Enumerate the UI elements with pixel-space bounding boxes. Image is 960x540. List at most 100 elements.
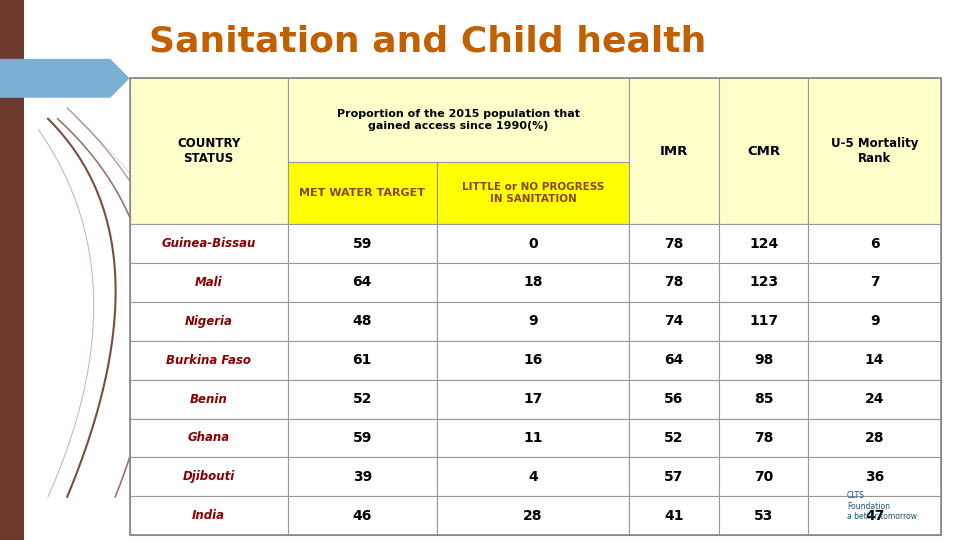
FancyBboxPatch shape — [808, 224, 941, 263]
Text: Mali: Mali — [195, 276, 223, 289]
FancyBboxPatch shape — [130, 78, 288, 224]
Text: 52: 52 — [352, 392, 372, 406]
FancyBboxPatch shape — [437, 418, 629, 457]
FancyBboxPatch shape — [808, 380, 941, 419]
FancyBboxPatch shape — [808, 457, 941, 496]
Text: 53: 53 — [754, 509, 774, 523]
Text: COUNTRY
STATUS: COUNTRY STATUS — [177, 137, 240, 165]
Text: 47: 47 — [865, 509, 884, 523]
Text: 59: 59 — [352, 237, 372, 251]
FancyBboxPatch shape — [288, 162, 437, 224]
FancyBboxPatch shape — [719, 457, 808, 496]
Text: 4: 4 — [528, 470, 538, 484]
Text: 28: 28 — [523, 509, 542, 523]
Text: 24: 24 — [865, 392, 884, 406]
Text: 124: 124 — [749, 237, 779, 251]
Text: 0: 0 — [528, 237, 538, 251]
Text: 9: 9 — [528, 314, 538, 328]
FancyBboxPatch shape — [808, 341, 941, 380]
FancyBboxPatch shape — [130, 380, 288, 419]
FancyBboxPatch shape — [719, 78, 808, 224]
Text: 28: 28 — [865, 431, 884, 445]
FancyBboxPatch shape — [629, 418, 719, 457]
FancyBboxPatch shape — [130, 457, 288, 496]
Text: 7: 7 — [870, 275, 879, 289]
FancyBboxPatch shape — [288, 418, 437, 457]
FancyBboxPatch shape — [437, 263, 629, 302]
Text: MET WATER TARGET: MET WATER TARGET — [300, 188, 425, 198]
Text: Proportion of the 2015 population that
gained access since 1990(%): Proportion of the 2015 population that g… — [337, 109, 580, 131]
Text: 46: 46 — [352, 509, 372, 523]
Text: Benin: Benin — [190, 393, 228, 406]
FancyBboxPatch shape — [719, 418, 808, 457]
Text: 6: 6 — [870, 237, 879, 251]
Text: India: India — [192, 509, 225, 522]
Text: Ghana: Ghana — [187, 431, 229, 444]
Text: U-5 Mortality
Rank: U-5 Mortality Rank — [831, 137, 919, 165]
Text: 9: 9 — [870, 314, 879, 328]
Text: 36: 36 — [865, 470, 884, 484]
FancyBboxPatch shape — [130, 302, 288, 341]
FancyBboxPatch shape — [130, 496, 288, 535]
FancyBboxPatch shape — [808, 302, 941, 341]
FancyBboxPatch shape — [437, 457, 629, 496]
FancyBboxPatch shape — [808, 78, 941, 224]
FancyBboxPatch shape — [629, 457, 719, 496]
FancyBboxPatch shape — [629, 380, 719, 419]
Text: 78: 78 — [664, 275, 684, 289]
FancyBboxPatch shape — [808, 418, 941, 457]
Text: 17: 17 — [523, 392, 542, 406]
FancyBboxPatch shape — [808, 263, 941, 302]
FancyBboxPatch shape — [437, 302, 629, 341]
Text: LITTLE or NO PROGRESS
IN SANITATION: LITTLE or NO PROGRESS IN SANITATION — [462, 183, 604, 204]
FancyBboxPatch shape — [719, 496, 808, 535]
Text: 78: 78 — [754, 431, 774, 445]
FancyBboxPatch shape — [719, 302, 808, 341]
FancyBboxPatch shape — [130, 263, 288, 302]
FancyBboxPatch shape — [808, 496, 941, 535]
Text: 85: 85 — [754, 392, 774, 406]
FancyBboxPatch shape — [288, 263, 437, 302]
FancyBboxPatch shape — [719, 263, 808, 302]
Text: CMR: CMR — [747, 145, 780, 158]
FancyBboxPatch shape — [288, 380, 437, 419]
FancyBboxPatch shape — [288, 341, 437, 380]
Text: 78: 78 — [664, 237, 684, 251]
FancyBboxPatch shape — [288, 224, 437, 263]
FancyBboxPatch shape — [437, 496, 629, 535]
FancyBboxPatch shape — [0, 0, 24, 540]
Polygon shape — [0, 59, 130, 98]
Text: IMR: IMR — [660, 145, 688, 158]
Text: Sanitation and Child health: Sanitation and Child health — [149, 24, 707, 58]
FancyBboxPatch shape — [629, 263, 719, 302]
Text: 48: 48 — [352, 314, 372, 328]
FancyBboxPatch shape — [288, 302, 437, 341]
FancyBboxPatch shape — [288, 496, 437, 535]
FancyBboxPatch shape — [629, 78, 719, 224]
Text: 56: 56 — [664, 392, 684, 406]
Text: Djibouti: Djibouti — [182, 470, 234, 483]
Text: 16: 16 — [523, 353, 542, 367]
FancyBboxPatch shape — [629, 341, 719, 380]
Text: 123: 123 — [749, 275, 779, 289]
FancyBboxPatch shape — [437, 341, 629, 380]
Text: Burkina Faso: Burkina Faso — [166, 354, 252, 367]
Text: 64: 64 — [664, 353, 684, 367]
Text: 11: 11 — [523, 431, 542, 445]
FancyBboxPatch shape — [288, 457, 437, 496]
Text: 59: 59 — [352, 431, 372, 445]
Text: Nigeria: Nigeria — [184, 315, 232, 328]
Text: 14: 14 — [865, 353, 884, 367]
Text: 39: 39 — [352, 470, 372, 484]
Text: 117: 117 — [749, 314, 779, 328]
Text: 70: 70 — [754, 470, 773, 484]
Text: 18: 18 — [523, 275, 542, 289]
FancyBboxPatch shape — [437, 162, 629, 224]
FancyBboxPatch shape — [130, 224, 288, 263]
Text: 98: 98 — [754, 353, 774, 367]
FancyBboxPatch shape — [437, 380, 629, 419]
FancyBboxPatch shape — [629, 496, 719, 535]
FancyBboxPatch shape — [629, 302, 719, 341]
Text: 41: 41 — [664, 509, 684, 523]
FancyBboxPatch shape — [130, 418, 288, 457]
